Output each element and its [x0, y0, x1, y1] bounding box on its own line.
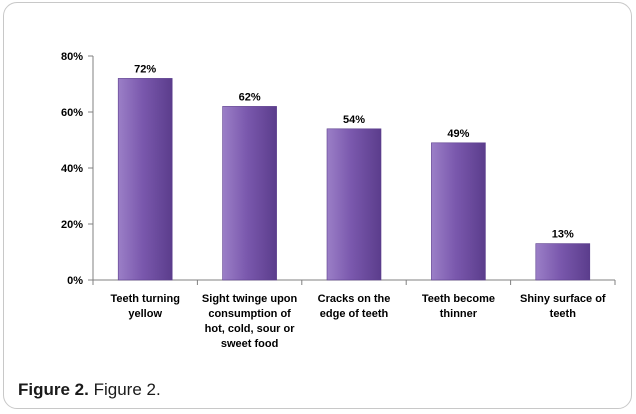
- category-label-line: edge of teeth: [320, 308, 389, 320]
- data-label: 72%: [134, 63, 156, 75]
- category-label-line: Cracks on the: [318, 293, 391, 305]
- bar: [535, 243, 591, 281]
- figure-card: [3, 2, 632, 409]
- category-label-line: Sight twinge upon: [202, 293, 298, 305]
- bar: [222, 106, 277, 281]
- y-tick-label: 0%: [67, 275, 83, 287]
- chart-labels: 0% 20% 40% 60% 80% 72% Teeth turning yellow 62% S…: [61, 51, 606, 350]
- data-label: 62%: [239, 91, 261, 103]
- category-label: Shiny surface of teeth: [520, 293, 606, 320]
- category-label-line: thinner: [440, 308, 478, 320]
- data-label: 13%: [552, 229, 574, 241]
- data-label: 54%: [343, 114, 365, 126]
- category-label-line: consumption of: [208, 308, 291, 320]
- category-label-line: Teeth turning: [110, 293, 179, 305]
- bar: [326, 128, 382, 281]
- figure-caption: Figure 2. Figure 2.: [18, 380, 161, 400]
- category-label-line: teeth: [550, 308, 577, 320]
- category-label-line: hot, cold, sour or: [205, 323, 296, 335]
- y-tick-label: 60%: [61, 107, 83, 119]
- caption-label: Figure 2.: [18, 380, 89, 399]
- y-tick-label: 20%: [61, 219, 83, 231]
- chart-bars: [117, 78, 591, 281]
- y-tick-label: 40%: [61, 163, 83, 175]
- category-label-line: sweet food: [221, 338, 278, 350]
- caption-text: Figure 2.: [93, 380, 161, 399]
- category-label-line: Shiny surface of: [520, 293, 606, 305]
- category-label: Sight twinge upon consumption of hot, cold…: [202, 293, 298, 350]
- category-label-line: yellow: [128, 308, 162, 320]
- data-label: 49%: [447, 128, 469, 140]
- category-label: Teeth turning yellow: [110, 293, 179, 320]
- category-label-line: Teeth become: [422, 293, 495, 305]
- bar: [117, 78, 173, 281]
- category-label: Teeth become thinner: [422, 293, 495, 320]
- bar-chart: 0% 20% 40% 60% 80% 72% Teeth turning yellow 62% S…: [61, 51, 616, 350]
- bar: [431, 142, 486, 281]
- y-tick-label: 80%: [61, 51, 83, 63]
- category-label: Cracks on the edge of teeth: [318, 293, 391, 320]
